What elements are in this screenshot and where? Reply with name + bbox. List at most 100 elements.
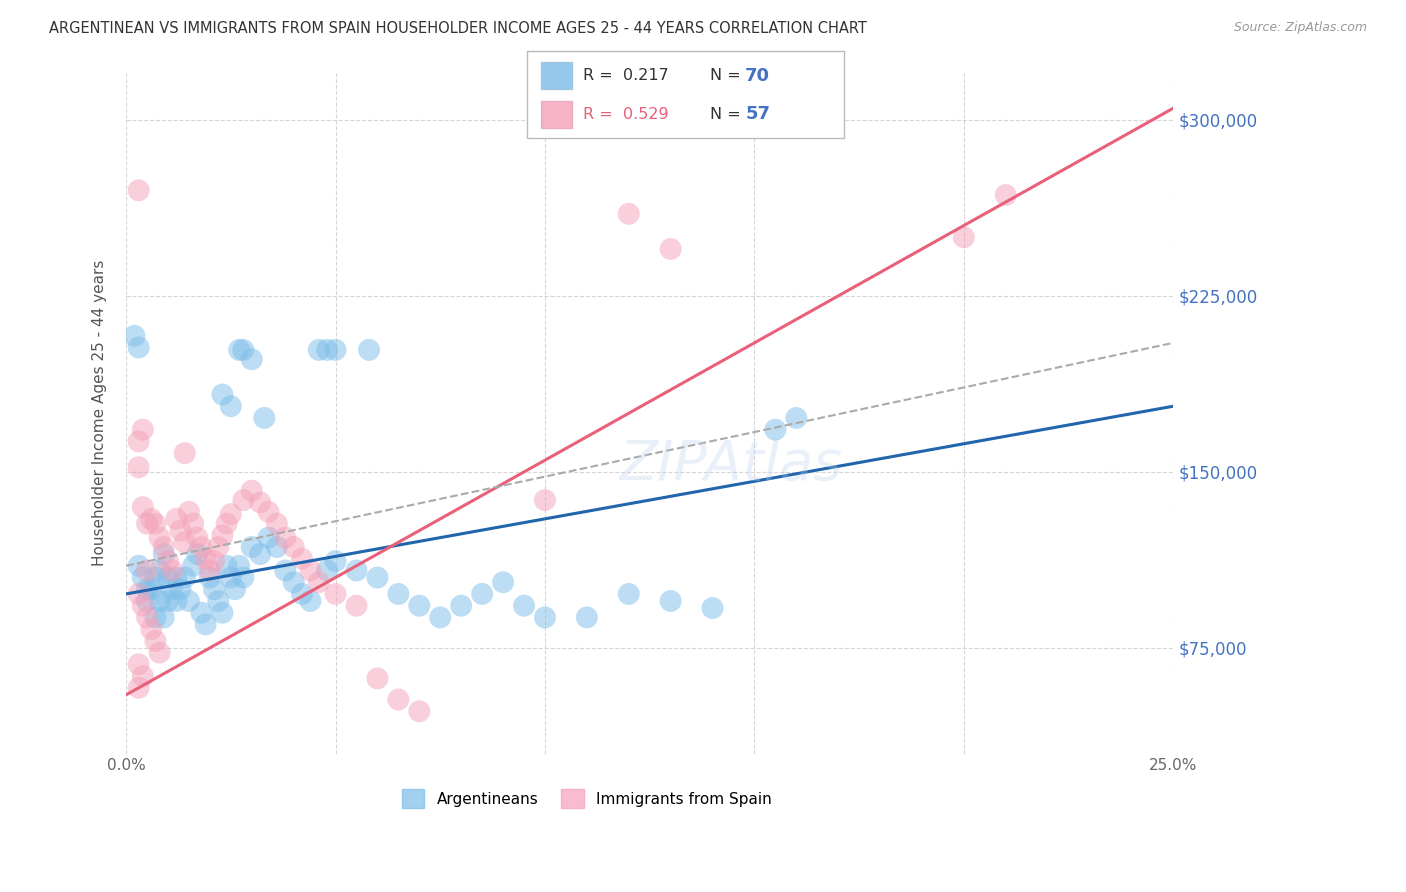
Point	[228, 343, 250, 357]
Point	[291, 587, 314, 601]
Point	[156, 594, 179, 608]
Y-axis label: Householder Income Ages 25 - 44 years: Householder Income Ages 25 - 44 years	[93, 260, 107, 566]
Point	[215, 558, 238, 573]
Point	[316, 564, 339, 578]
Point	[211, 387, 233, 401]
Point	[194, 617, 217, 632]
Point	[283, 540, 305, 554]
Point	[132, 500, 155, 515]
Point	[228, 558, 250, 573]
Point	[128, 460, 150, 475]
Point	[152, 610, 174, 624]
Point	[128, 434, 150, 449]
Point	[291, 551, 314, 566]
Point	[136, 610, 159, 624]
Point	[232, 570, 254, 584]
Point	[325, 343, 347, 357]
Point	[132, 599, 155, 613]
Point	[299, 564, 322, 578]
Point	[702, 601, 724, 615]
Point	[202, 582, 225, 597]
Point	[994, 188, 1017, 202]
Point	[145, 610, 167, 624]
Point	[308, 343, 330, 357]
Point	[325, 554, 347, 568]
Point	[408, 704, 430, 718]
Text: 57: 57	[745, 105, 770, 123]
Point	[219, 570, 242, 584]
Point	[253, 411, 276, 425]
Point	[145, 633, 167, 648]
Point	[128, 657, 150, 672]
Point	[181, 516, 204, 531]
Point	[149, 531, 172, 545]
Text: Source: ZipAtlas.com: Source: ZipAtlas.com	[1233, 21, 1367, 34]
Point	[190, 540, 212, 554]
Text: 70: 70	[745, 67, 770, 85]
Point	[492, 575, 515, 590]
Text: R =  0.217: R = 0.217	[583, 69, 669, 83]
Point	[202, 554, 225, 568]
Point	[316, 343, 339, 357]
Point	[128, 587, 150, 601]
Point	[141, 512, 163, 526]
Point	[299, 594, 322, 608]
Point	[141, 582, 163, 597]
Point	[617, 587, 640, 601]
Point	[152, 547, 174, 561]
Point	[169, 582, 191, 597]
Point	[408, 599, 430, 613]
Point	[207, 594, 229, 608]
Point	[194, 551, 217, 566]
Point	[659, 242, 682, 256]
Point	[346, 599, 368, 613]
Point	[366, 570, 388, 584]
Point	[136, 582, 159, 597]
Point	[207, 540, 229, 554]
Point	[190, 606, 212, 620]
Point	[240, 352, 263, 367]
Point	[128, 558, 150, 573]
Point	[325, 587, 347, 601]
Point	[186, 531, 208, 545]
Point	[274, 531, 297, 545]
Point	[257, 531, 280, 545]
Point	[249, 547, 271, 561]
Point	[357, 343, 380, 357]
Point	[160, 582, 183, 597]
Point	[513, 599, 536, 613]
Point	[160, 564, 183, 578]
Point	[124, 328, 146, 343]
Point	[198, 564, 221, 578]
Point	[659, 594, 682, 608]
Point	[366, 672, 388, 686]
Point	[128, 183, 150, 197]
Point	[198, 570, 221, 584]
Point	[165, 594, 187, 608]
Point	[211, 606, 233, 620]
Point	[219, 507, 242, 521]
Point	[308, 575, 330, 590]
Point	[232, 493, 254, 508]
Text: ZIPAtlas: ZIPAtlas	[620, 437, 842, 491]
Point	[156, 554, 179, 568]
Point	[136, 564, 159, 578]
Text: N =: N =	[710, 107, 747, 121]
Point	[953, 230, 976, 244]
Point	[387, 692, 409, 706]
Point	[387, 587, 409, 601]
Point	[785, 411, 807, 425]
Point	[283, 575, 305, 590]
Point	[274, 564, 297, 578]
Point	[763, 423, 786, 437]
Point	[177, 594, 200, 608]
Point	[132, 423, 155, 437]
Point	[145, 570, 167, 584]
Point	[128, 681, 150, 695]
Point	[132, 669, 155, 683]
Point	[240, 483, 263, 498]
Point	[429, 610, 451, 624]
Point	[141, 622, 163, 636]
Point	[173, 446, 195, 460]
Point	[132, 570, 155, 584]
